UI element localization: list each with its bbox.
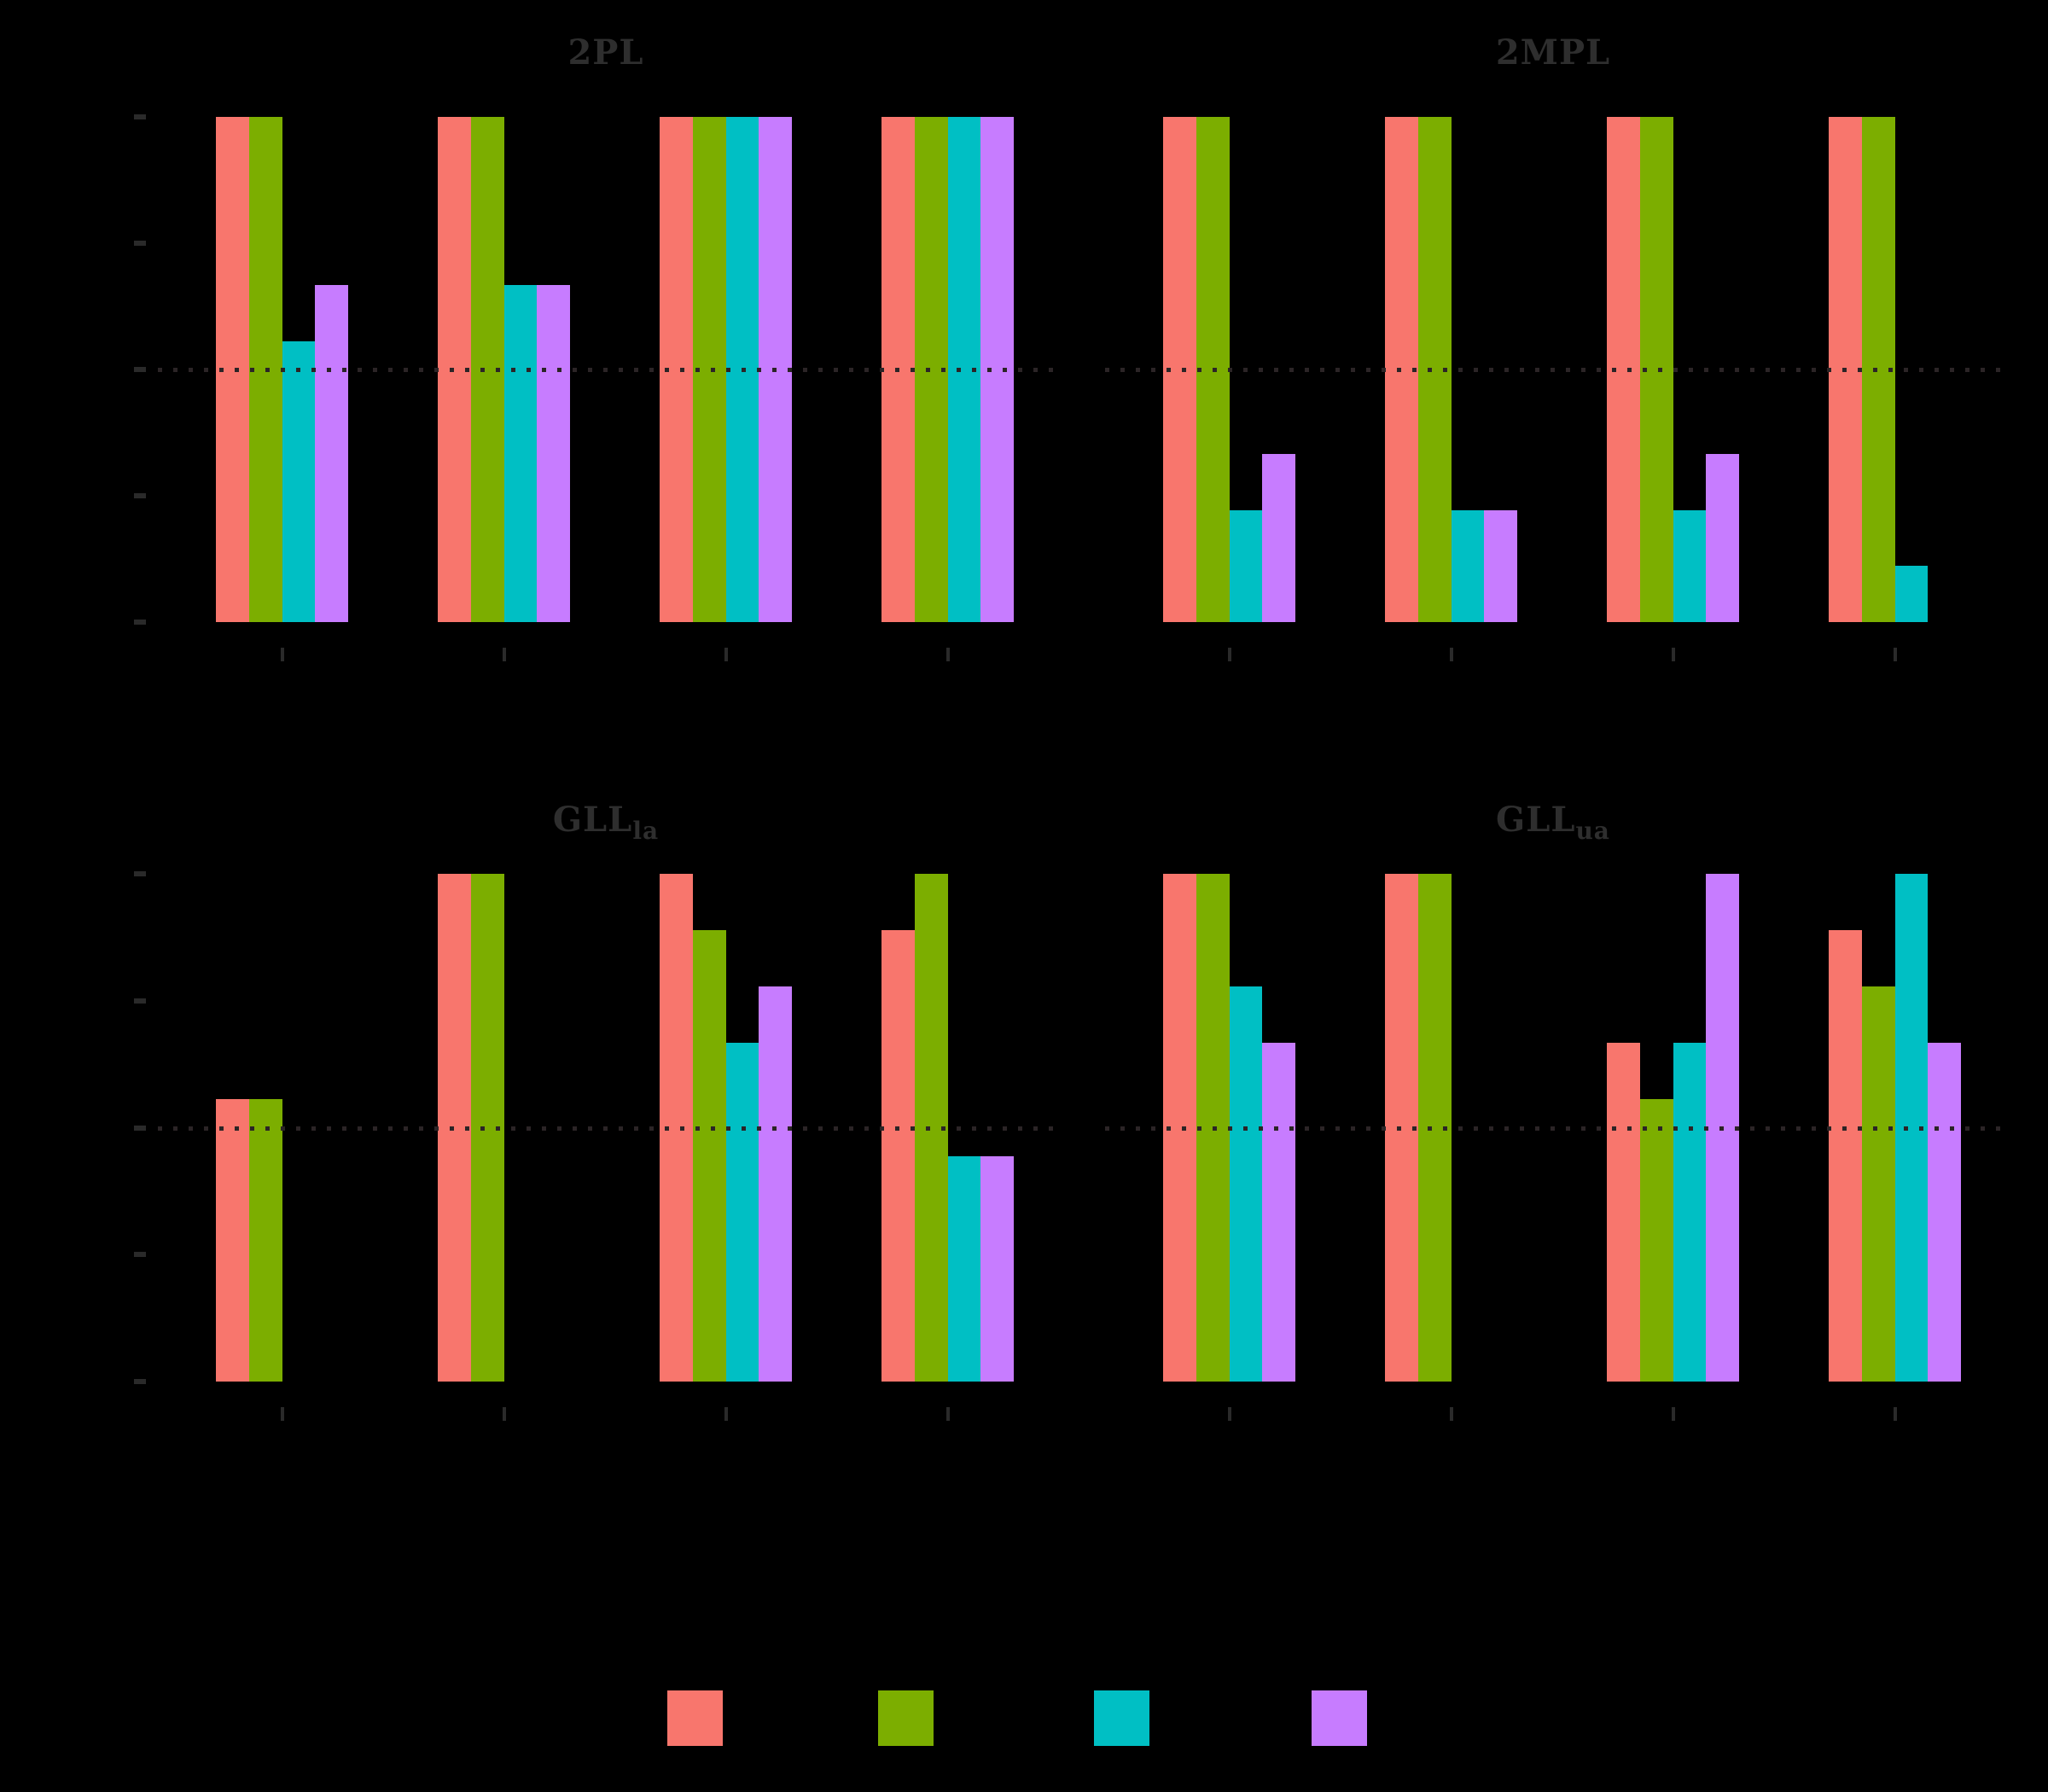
bar-salmon [1607,1043,1640,1382]
bar-purple [1706,453,1739,622]
panel-title-text: GLL [552,800,633,840]
x-axis-tick [280,1407,284,1421]
bar-teal [1894,566,1929,622]
x-axis-tick [1227,648,1231,661]
bar-purple [315,285,348,622]
bar-purple [1262,453,1295,622]
x-axis-tick [1449,1407,1453,1421]
y-axis-tick [134,1125,146,1131]
panel-title-text: 2PL [567,32,644,73]
bar-teal [1451,509,1485,622]
x-axis-tick [502,1407,506,1421]
bar-purple [1928,1043,1961,1382]
bar-group [216,874,348,1382]
bar-olive-green [1639,1099,1673,1382]
y-axis-tick [134,871,146,876]
bar-purple [1484,509,1517,622]
bar-teal [1229,509,1263,622]
bar-teal [947,1155,981,1382]
x-axis-tick [1671,648,1675,661]
bar-purple [1262,1043,1295,1382]
bar-teal [1673,509,1707,622]
panel-2mpl: 2MPL [1105,32,2001,648]
bar-salmon [1829,930,1862,1382]
x-axis-tick [724,648,728,661]
panel-2pl: 2PL [158,32,1054,648]
y-axis-tick [134,1379,146,1384]
y-axis-tick [134,114,146,119]
x-axis-tick [502,648,506,661]
y-axis-tick [134,493,146,498]
panel-gll-la: GLLla [158,800,1054,1407]
bar-purple [759,986,792,1382]
bar-teal [1673,1043,1707,1382]
bar-olive-green [248,1099,282,1382]
bar-purple [980,1155,1014,1382]
panel-title-gll-ua: GLLua [1105,800,2001,845]
legend-swatch-purple [1312,1690,1367,1746]
x-axis-tick [1227,1407,1231,1421]
panel-title-gll-la: GLLla [158,800,1054,845]
reference-line [1105,368,2001,372]
bar-salmon [881,930,915,1382]
x-axis-tick [945,1407,950,1421]
bar-olive-green [692,930,726,1382]
y-axis-tick [134,241,146,246]
x-axis-tick [724,1407,728,1421]
bar-teal [725,1043,759,1382]
panel-title-2pl: 2PL [158,32,1054,78]
panel-gll-ua: GLLua [1105,800,2001,1407]
x-axis-tick [945,648,950,661]
y-axis-tick [134,1252,146,1258]
x-axis-tick [1893,1407,1897,1421]
x-axis-tick [1671,1407,1675,1421]
bar-teal [1229,986,1263,1382]
y-axis-tick [134,620,146,625]
bar-teal [503,285,538,622]
legend-swatch-olive-green [878,1690,934,1746]
bar-olive-green [1861,986,1895,1382]
y-axis-tick [134,998,146,1004]
x-axis-tick [1893,648,1897,661]
panel-title-subscript: la [632,817,660,845]
bar-group [1829,874,1961,1382]
panel-title-text: 2MPL [1495,32,1611,73]
reference-line [1105,1126,2001,1131]
panel-title-subscript: ua [1575,817,1610,845]
x-axis-tick [1449,648,1453,661]
reference-line [158,1126,1054,1131]
bar-teal [282,340,316,622]
legend-swatch-teal [1094,1690,1149,1746]
panel-title-text: GLL [1496,800,1576,840]
x-axis-tick [280,648,284,661]
y-axis-tick [134,367,146,372]
bar-salmon [216,1099,249,1382]
bar-purple [537,285,570,622]
panel-title-2mpl: 2MPL [1105,32,2001,78]
legend-swatch-salmon [667,1690,723,1746]
reference-line [158,368,1054,372]
